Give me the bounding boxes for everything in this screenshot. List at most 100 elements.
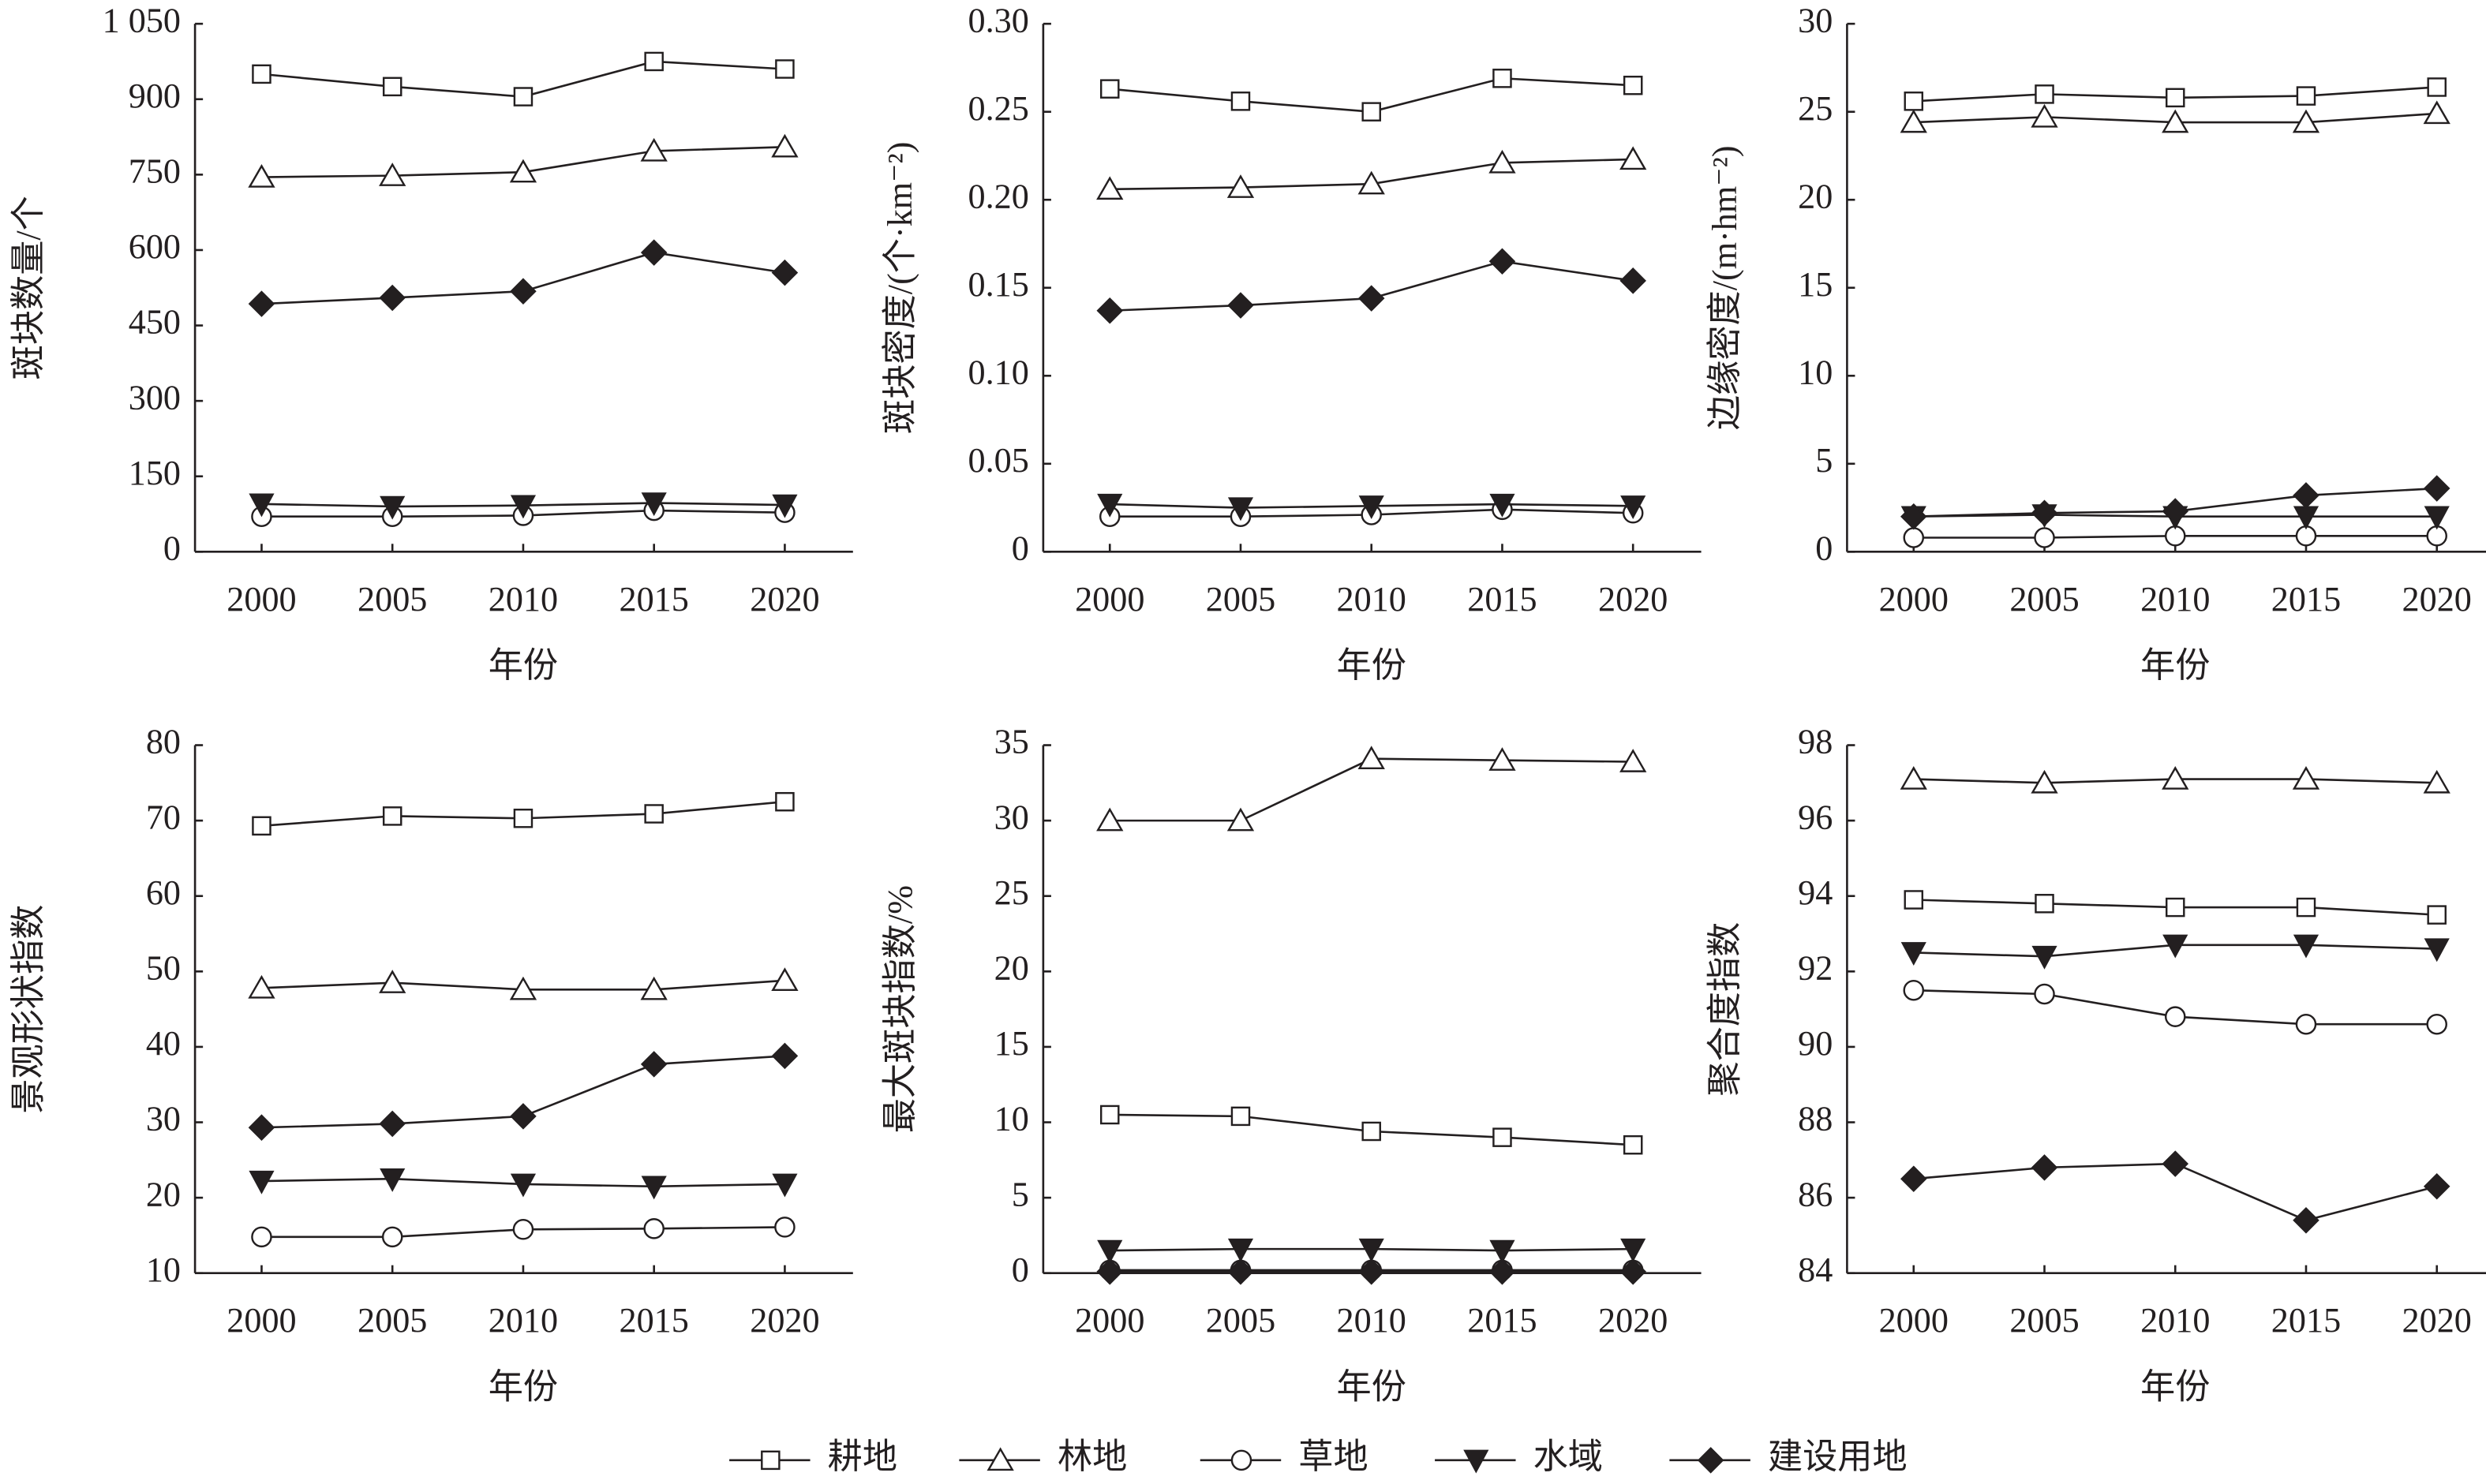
data-point [1096, 176, 1124, 200]
y-tick-label: 20 [1798, 177, 1833, 215]
data-point [379, 1110, 406, 1138]
data-point [640, 239, 668, 266]
data-point [1488, 248, 1516, 275]
data-point [381, 1226, 403, 1248]
y-axis-title: 景观形状指数 [9, 905, 47, 1114]
data-point [2162, 498, 2189, 525]
data-point [1227, 1238, 1254, 1262]
data-point [2423, 769, 2450, 794]
data-point [249, 1170, 275, 1194]
data-point [251, 1226, 272, 1248]
data-point [2423, 100, 2450, 125]
y-tick-label: 1 050 [103, 1, 181, 39]
legend-marker [1697, 1447, 1724, 1474]
y-tick-label: 30 [1798, 1, 1833, 39]
data-point [2293, 482, 2319, 509]
data-point [1900, 766, 1927, 790]
data-point [379, 970, 406, 993]
data-point [2164, 1006, 2186, 1027]
data-point [1488, 1258, 1516, 1285]
data-point [2427, 905, 2447, 925]
data-point [1903, 527, 1925, 548]
data-point [2035, 84, 2054, 104]
data-point [1099, 1105, 1120, 1125]
data-point [1620, 495, 1646, 519]
data-point [1097, 493, 1123, 518]
x-tick-label: 2015 [620, 580, 689, 619]
data-point [249, 493, 275, 518]
y-tick-label: 0 [1012, 529, 1029, 567]
y-tick-label: 0.20 [968, 177, 1028, 215]
legend-label: 建设用地 [1768, 1437, 1908, 1476]
data-point [252, 64, 271, 84]
x-tick-label: 2000 [1879, 1301, 1949, 1340]
y-tick-label: 0.30 [968, 1, 1028, 39]
data-point [382, 77, 402, 97]
x-axis-title: 年份 [489, 1368, 558, 1407]
x-tick-label: 2010 [2140, 580, 2210, 619]
y-tick-label: 5 [1815, 441, 1833, 480]
y-tick-label: 450 [129, 303, 181, 342]
y-tick-label: 25 [1798, 89, 1833, 128]
data-point [1489, 1239, 1515, 1264]
y-tick-label: 86 [1798, 1175, 1833, 1213]
x-tick-label: 2005 [1206, 1301, 1275, 1340]
y-tick-label: 20 [146, 1175, 181, 1213]
data-point [771, 967, 799, 992]
x-axis-title: 年份 [1337, 1368, 1406, 1407]
data-point [2162, 109, 2189, 133]
data-point [2035, 894, 2054, 914]
legend-marker [1230, 1449, 1252, 1471]
data-point [771, 259, 799, 286]
y-axis-title: 最大斑块指数/% [881, 885, 919, 1133]
data-point [1623, 75, 1643, 95]
data-point [382, 806, 402, 826]
y-tick-label: 0 [1815, 529, 1833, 567]
x-tick-label: 2005 [2009, 1301, 2079, 1340]
data-point [2034, 527, 2055, 548]
x-tick-label: 2015 [1467, 580, 1537, 619]
data-point [1096, 807, 1124, 832]
data-point [772, 1173, 798, 1198]
y-tick-label: 60 [146, 873, 181, 912]
y-tick-label: 5 [1012, 1175, 1029, 1213]
x-tick-label: 2020 [750, 580, 819, 619]
data-point [1361, 102, 1381, 121]
legend-marker [987, 1447, 1014, 1471]
y-tick-label: 10 [994, 1100, 1029, 1138]
x-tick-label: 2020 [1598, 580, 1668, 619]
data-point [1623, 1134, 1643, 1155]
data-point [1230, 1106, 1251, 1127]
data-point [1619, 146, 1647, 170]
data-point [2292, 766, 2320, 790]
data-point [2162, 766, 2189, 790]
data-point [644, 51, 664, 72]
data-point [2295, 1013, 2317, 1035]
data-point [1903, 979, 1925, 1001]
y-tick-label: 94 [1798, 873, 1833, 912]
legend-label: 草地 [1298, 1437, 1368, 1476]
y-tick-label: 40 [146, 1024, 181, 1063]
data-point [252, 816, 271, 836]
data-point [1097, 1239, 1123, 1264]
y-tick-label: 92 [1798, 948, 1833, 987]
data-point [1096, 297, 1124, 324]
x-tick-label: 2010 [1337, 580, 1406, 619]
data-point [2424, 938, 2450, 963]
data-point [1900, 503, 1927, 530]
y-tick-label: 600 [129, 227, 181, 266]
y-tick-label: 20 [994, 948, 1029, 987]
x-tick-label: 2005 [2009, 580, 2079, 619]
data-point [641, 492, 667, 517]
data-point [1357, 285, 1385, 312]
data-point [1619, 749, 1647, 772]
data-point [248, 1114, 275, 1141]
y-tick-label: 30 [994, 798, 1029, 836]
data-point [248, 974, 275, 999]
data-point [2162, 934, 2188, 959]
data-point [1358, 495, 1384, 519]
y-tick-label: 0.15 [968, 265, 1028, 304]
legend-label: 林地 [1058, 1437, 1127, 1476]
data-point [771, 1042, 799, 1070]
y-tick-label: 10 [1798, 353, 1833, 391]
